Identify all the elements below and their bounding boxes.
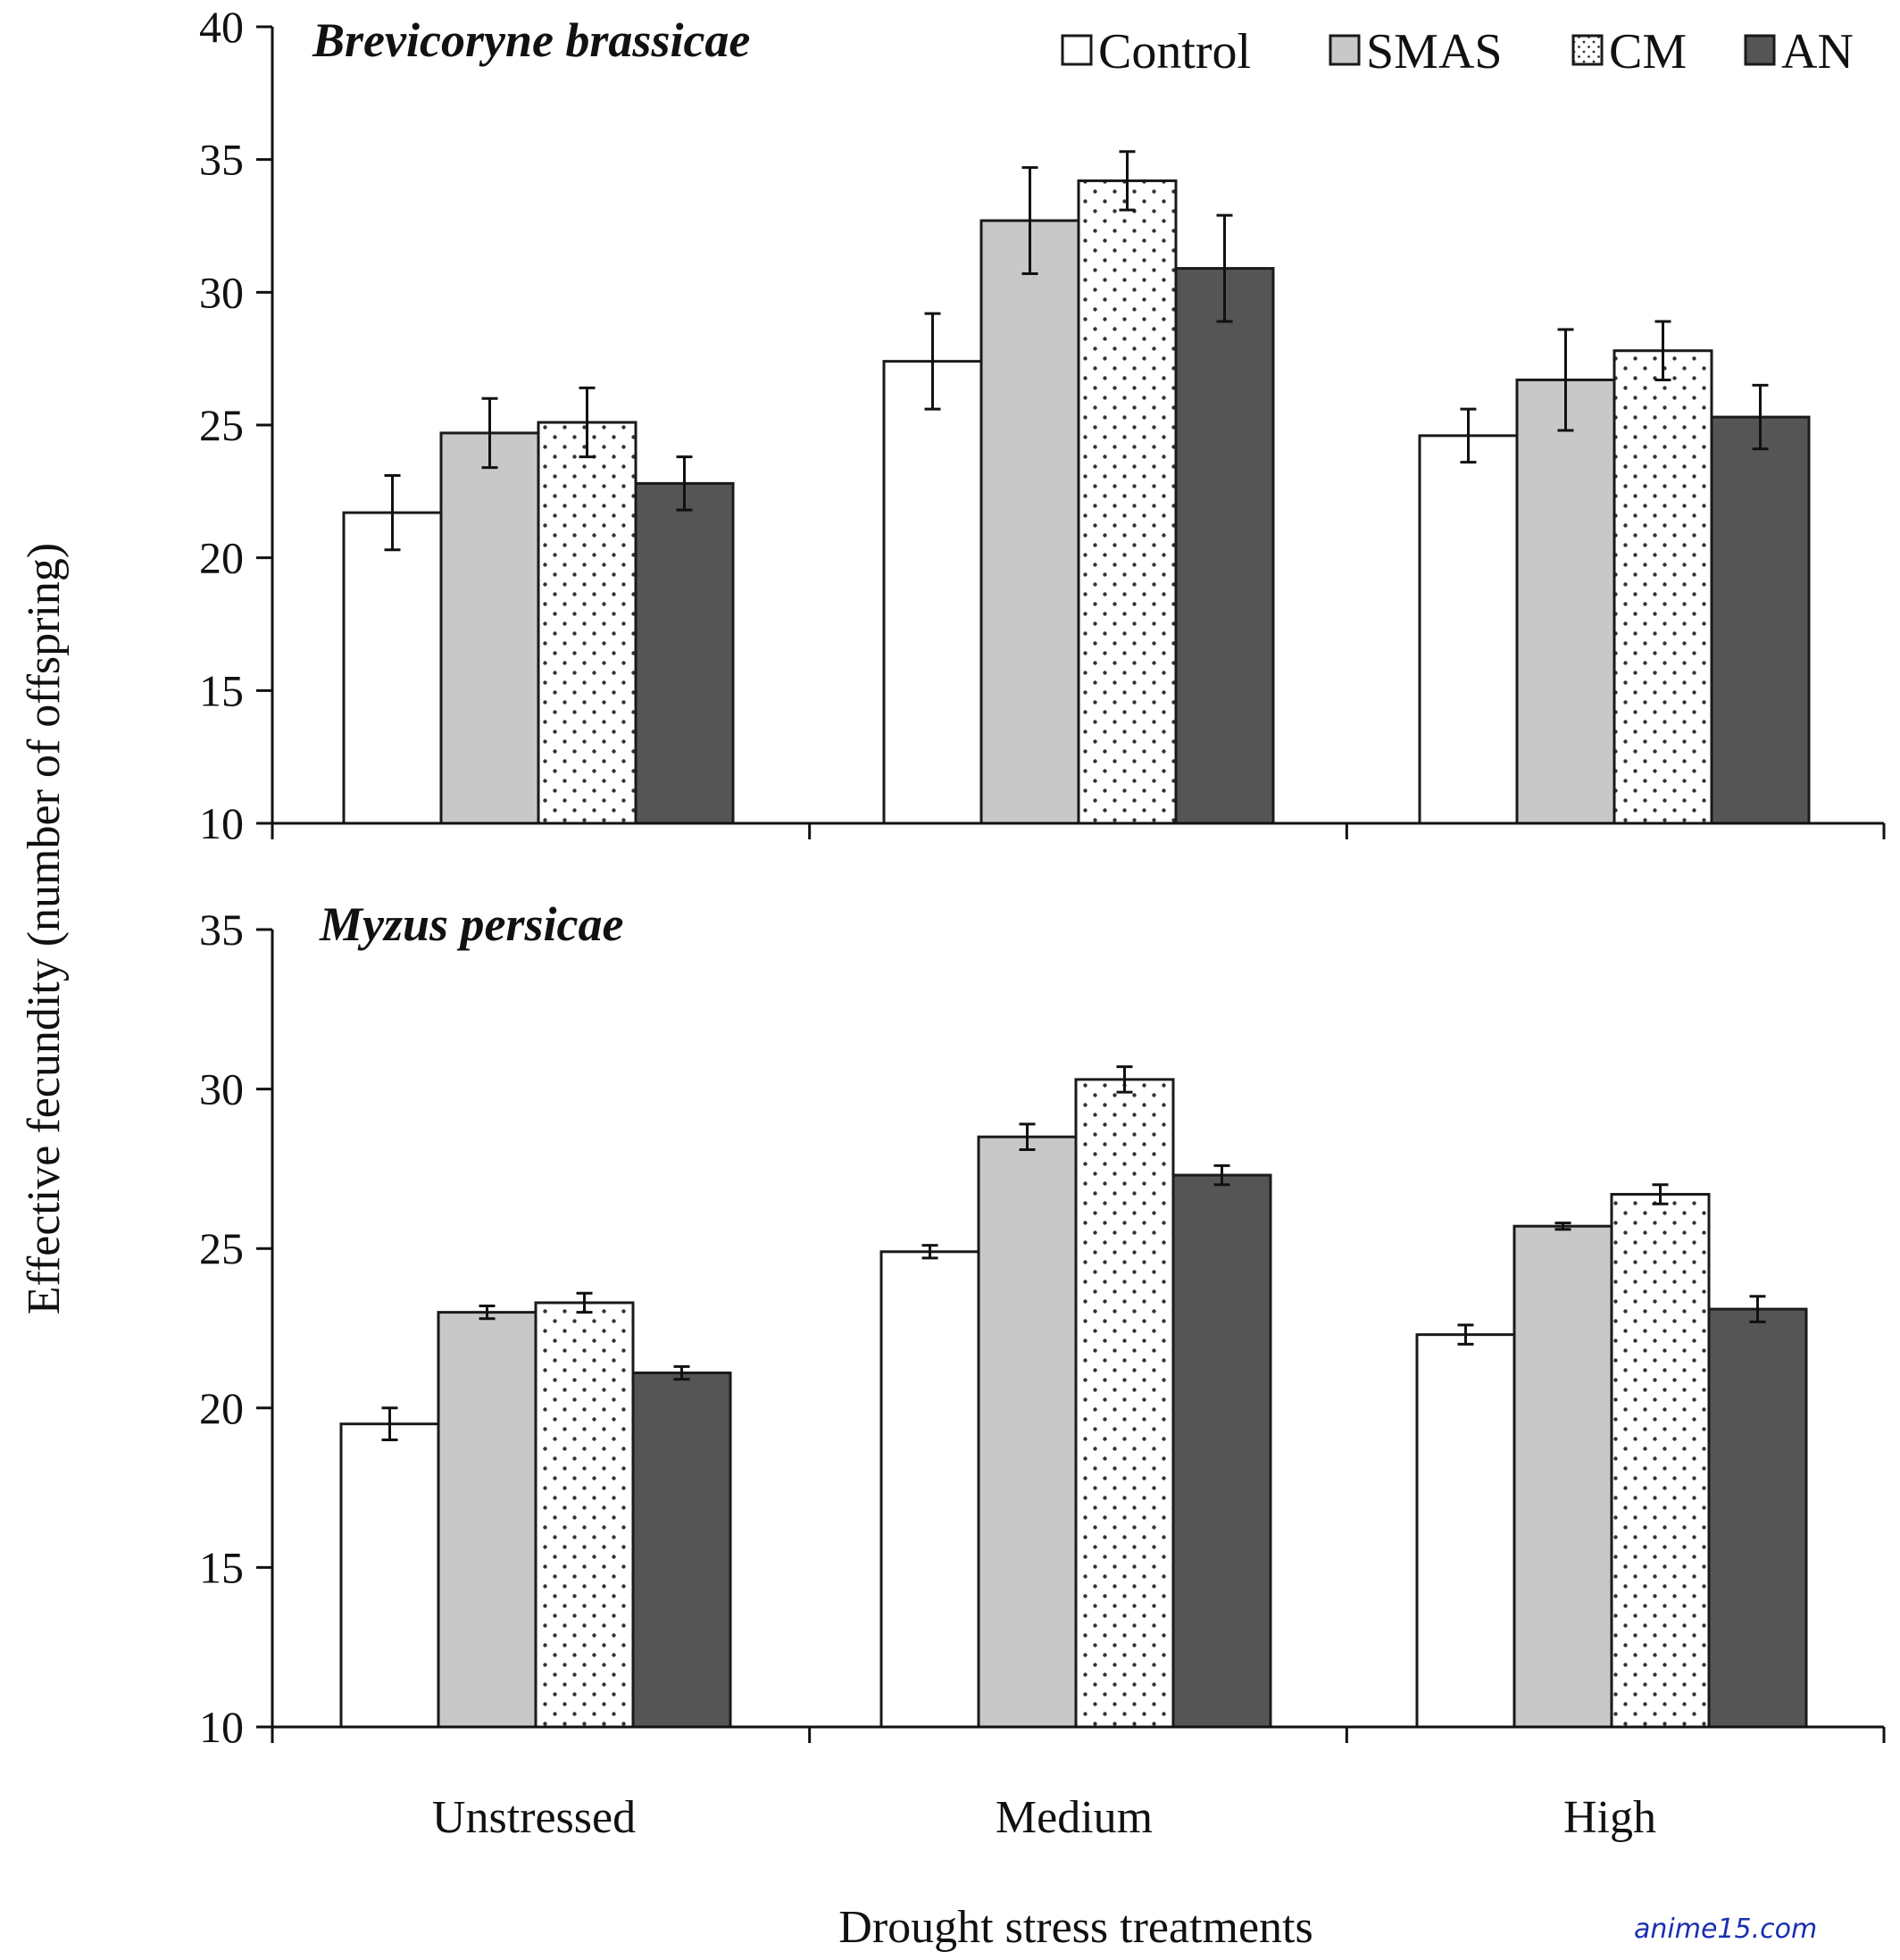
y-tick-label: 40 [199,2,244,52]
error-bar [1019,1122,1036,1151]
error-bar [1554,1222,1571,1231]
bar-cm-medium [1077,179,1178,825]
y-axis-ticks: 10 15 20 25 30 35 [199,905,272,1752]
error-bar [673,1364,690,1381]
error-bar [1457,1323,1474,1346]
bar-control-high [1418,434,1519,825]
legend: Control SMAS CM AN [1061,24,1854,79]
legend-swatch [1329,34,1361,66]
bar-an-unstressed [631,1372,732,1729]
bar-control-medium [879,1250,980,1729]
y-tick-label: 20 [199,1383,244,1433]
panel-brevicoryne: 10 15 20 25 30 35 40 Brevicoryne brassicae [199,2,1886,848]
error-bar [481,396,498,470]
legend-item-cm: CM [1571,24,1687,79]
error-bar [676,455,693,512]
error-bar [1654,320,1671,381]
y-tick-label: 35 [199,135,244,185]
error-bar [1749,1295,1766,1323]
y-tick-label: 15 [199,665,244,715]
bar-cm-high [1612,349,1713,825]
error-bar [1119,150,1136,212]
legend-swatch [1744,34,1776,66]
bar-group [342,150,1811,825]
y-axis-ticks: 10 15 20 25 30 35 40 [199,2,272,848]
error-bar [1752,383,1769,451]
bar-cm-medium [1074,1078,1175,1729]
bar-smas-unstressed [437,1311,538,1729]
bar-an-high [1707,1307,1808,1729]
legend-item-smas: SMAS [1329,24,1503,79]
bar-control-unstressed [339,1422,440,1729]
error-bar [1652,1183,1669,1205]
error-bar [1021,166,1038,276]
panel-title: Myzus persicae [319,897,623,951]
error-bar [479,1304,496,1321]
x-axis-label: Drought stress treatments [838,1902,1312,1953]
category-label-medium: Medium [996,1792,1153,1843]
error-bar [921,1244,938,1260]
y-tick-label: 25 [199,1223,244,1273]
bar-cm-unstressed [537,421,638,825]
category-label-unstressed: Unstressed [432,1792,636,1843]
error-bar [1213,1163,1230,1187]
bar-group [339,1065,1808,1729]
error-bar [381,1406,398,1442]
legend-swatch [1061,34,1093,66]
error-bar [924,312,941,411]
bar-cm-high [1610,1192,1711,1729]
bar-smas-high [1512,1224,1613,1729]
axes [271,930,1886,1743]
legend-item-control: Control [1061,24,1251,79]
category-label-high: High [1563,1792,1656,1843]
axes [271,27,1886,839]
bar-control-high [1415,1333,1516,1729]
y-tick-label: 15 [199,1542,244,1592]
legend-label: CM [1609,24,1687,79]
error-bar [1557,328,1574,432]
y-tick-label: 30 [199,267,244,317]
error-bar [576,1291,593,1314]
error-bar [579,386,596,459]
y-tick-label: 10 [199,798,244,848]
y-tick-label: 35 [199,905,244,955]
legend-swatch [1571,34,1604,66]
bar-control-unstressed [342,511,443,825]
bar-an-high [1710,415,1811,825]
bar-smas-high [1515,378,1616,825]
error-bar [1116,1065,1133,1094]
y-tick-label: 25 [199,400,244,450]
error-bar [384,473,401,552]
bar-an-medium [1171,1173,1272,1729]
watermark: anime15.com [1634,1914,1817,1945]
error-bar [1216,213,1233,323]
bar-smas-unstressed [439,431,540,825]
y-tick-label: 30 [199,1064,244,1114]
legend-label: Control [1098,24,1251,79]
bar-an-unstressed [634,481,735,825]
legend-label: AN [1781,24,1854,79]
bar-control-medium [882,360,983,825]
error-bar [1460,407,1477,464]
legend-label: SMAS [1366,24,1503,79]
bar-smas-medium [977,1135,1078,1729]
legend-item-an: AN [1744,24,1854,79]
y-tick-label: 20 [199,533,244,583]
bar-an-medium [1174,267,1275,825]
bar-cm-unstressed [534,1301,635,1729]
x-axis-category-labels: Unstressed Medium High [432,1792,1656,1843]
panel-title: Brevicoryne brassicae [312,13,750,67]
bar-smas-medium [979,219,1080,825]
panel-myzus: 10 15 20 25 30 35 Myzus persicae [199,897,1886,1752]
y-axis-label: Effective fecundity (number of offspring… [19,543,70,1314]
y-tick-label: 10 [199,1702,244,1752]
